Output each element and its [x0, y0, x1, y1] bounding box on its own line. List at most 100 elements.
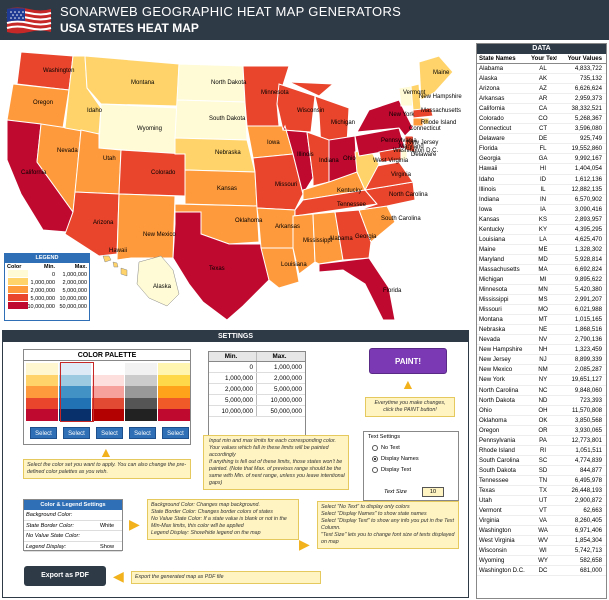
palette-column-2[interactable] [59, 363, 91, 421]
state-value-cell[interactable]: 12,773,801 [571, 436, 603, 444]
state-text-cell[interactable]: WY [538, 557, 548, 565]
state-text-cell[interactable]: WI [539, 547, 547, 555]
select-palette-button-1[interactable]: Select [30, 427, 57, 439]
state-text-cell[interactable]: AL [539, 65, 547, 72]
state-value-cell[interactable]: 9,992,167 [574, 155, 602, 163]
state-value-cell[interactable]: 4,833,722 [574, 65, 602, 72]
select-palette-button-5[interactable]: Select [162, 427, 189, 439]
export-pdf-button[interactable]: Export as PDF [24, 566, 106, 586]
state-value-cell[interactable]: 2,900,872 [574, 497, 602, 505]
limit-min-input[interactable]: 0 [209, 362, 257, 372]
state-text-cell[interactable]: MA [538, 265, 548, 273]
limit-max-input[interactable]: 50,000,000 [270, 408, 302, 415]
state-value-cell[interactable]: 1,854,304 [574, 537, 602, 545]
select-palette-button-2[interactable]: Select [63, 427, 90, 439]
state-value-cell[interactable]: 6,626,624 [574, 85, 602, 93]
state-text-cell[interactable]: MI [539, 275, 547, 283]
select-palette-button-3[interactable]: Select [96, 427, 123, 439]
state-value-cell[interactable]: 26,448,193 [571, 486, 603, 494]
state-text-cell[interactable]: IL [540, 185, 546, 193]
state-value-cell[interactable]: 2,790,136 [574, 336, 602, 344]
state-value-cell[interactable]: 62,663 [583, 507, 602, 515]
limit-min-input[interactable]: 2,000,000 [209, 384, 257, 394]
state-value-cell[interactable]: 6,021,988 [574, 306, 602, 314]
state-value-cell[interactable]: 1,404,054 [574, 165, 602, 173]
state-text-cell[interactable]: SD [538, 466, 548, 474]
state-value-cell[interactable]: 723,393 [579, 396, 602, 404]
state-text-cell[interactable]: AZ [539, 85, 547, 93]
radio-no-text[interactable]: No Text [364, 442, 458, 453]
state-text-cell[interactable]: PA [539, 436, 547, 444]
state-text-cell[interactable]: DE [538, 135, 548, 143]
state-value-cell[interactable]: 5,928,814 [574, 255, 602, 263]
state-value-cell[interactable]: 11,570,808 [571, 406, 602, 414]
state-value-cell[interactable]: 735,132 [579, 75, 602, 83]
state-value-cell[interactable]: 2,959,373 [574, 95, 602, 103]
state-value-cell[interactable]: 4,625,470 [574, 235, 602, 243]
state-value-cell[interactable]: 8,899,339 [574, 356, 602, 364]
state-value-cell[interactable]: 1,612,136 [574, 175, 602, 183]
state-value-cell[interactable]: 844,877 [579, 466, 602, 474]
limit-min-input[interactable]: 5,000,000 [209, 395, 257, 405]
state-text-cell[interactable]: SC [538, 456, 548, 464]
state-value-cell[interactable]: 1,051,511 [575, 446, 602, 454]
state-value-cell[interactable]: 3,090,416 [574, 205, 602, 213]
limit-min-input[interactable]: 10,000,000 [209, 406, 257, 416]
state-value-cell[interactable]: 6,495,978 [574, 476, 602, 484]
state-value-cell[interactable]: 4,395,295 [574, 225, 602, 233]
state-value-cell[interactable]: 5,420,380 [574, 286, 602, 294]
state-value-cell[interactable]: 3,930,065 [574, 426, 602, 434]
limit-min-input[interactable]: 1,000,000 [209, 373, 257, 383]
state-text-cell[interactable]: OK [538, 416, 548, 424]
state-value-cell[interactable]: 3,850,568 [574, 416, 602, 424]
state-value-cell[interactable]: 6,570,902 [574, 195, 602, 203]
state-text-cell[interactable]: NJ [539, 356, 547, 364]
state-text-cell[interactable]: ND [538, 396, 548, 404]
state-text-cell[interactable]: NM [538, 366, 548, 374]
state-text-cell[interactable]: IA [540, 205, 546, 213]
state-text-cell[interactable]: CO [538, 115, 548, 123]
state-text-cell[interactable]: OR [538, 426, 548, 434]
palette-column-5[interactable] [158, 363, 190, 421]
state-value-cell[interactable]: 9,895,622 [574, 275, 602, 283]
limit-max-input[interactable]: 2,000,000 [273, 375, 302, 382]
state-value-cell[interactable]: 19,552,860 [571, 145, 603, 153]
state-value-cell[interactable]: 582,658 [579, 557, 602, 565]
state-text-cell[interactable]: GA [538, 155, 548, 163]
state-value-cell[interactable]: 1,868,516 [574, 326, 602, 334]
text-size-input[interactable]: 10 [422, 487, 444, 497]
state-text-cell[interactable]: WA [538, 527, 548, 535]
state-text-cell[interactable]: AR [538, 95, 548, 103]
state-text-cell[interactable]: TN [538, 476, 548, 484]
color-legend-value[interactable] [92, 531, 122, 541]
state-text-cell[interactable]: HI [539, 165, 547, 173]
radio-circle-icon[interactable] [372, 455, 378, 462]
palette-column-1[interactable] [26, 363, 58, 421]
color-legend-value[interactable]: White [99, 522, 115, 529]
limit-max-input[interactable]: 5,000,000 [273, 386, 302, 393]
state-text-cell[interactable]: NH [538, 346, 548, 354]
state-value-cell[interactable]: 3,596,080 [574, 125, 602, 133]
state-text-cell[interactable]: VA [539, 517, 547, 525]
state-text-cell[interactable]: TX [539, 486, 547, 494]
state-text-cell[interactable]: UT [538, 497, 548, 505]
state-text-cell[interactable]: MS [538, 296, 548, 304]
radio-display-names[interactable]: Display Names [364, 453, 458, 464]
state-value-cell[interactable]: 12,882,135 [571, 185, 603, 193]
state-text-cell[interactable]: MD [538, 255, 548, 263]
palette-column-3[interactable] [92, 363, 124, 421]
state-value-cell[interactable]: 681,000 [579, 567, 602, 575]
state-value-cell[interactable]: 8,260,405 [574, 517, 602, 525]
state-value-cell[interactable]: 9,848,060 [574, 386, 602, 394]
state-value-cell[interactable]: 2,991,207 [574, 296, 602, 304]
state-text-cell[interactable]: CT [538, 125, 548, 133]
select-palette-button-4[interactable]: Select [129, 427, 156, 439]
state-text-cell[interactable]: MT [538, 316, 548, 324]
paint-button[interactable]: PAINT! [369, 348, 447, 374]
state-value-cell[interactable]: 2,893,957 [574, 215, 602, 223]
state-value-cell[interactable]: 1,323,459 [574, 346, 602, 354]
state-text-cell[interactable]: ME [538, 245, 548, 253]
state-value-cell[interactable]: 925,749 [579, 135, 602, 143]
state-value-cell[interactable]: 5,268,367 [574, 115, 602, 123]
color-legend-value[interactable]: Show [100, 543, 114, 550]
